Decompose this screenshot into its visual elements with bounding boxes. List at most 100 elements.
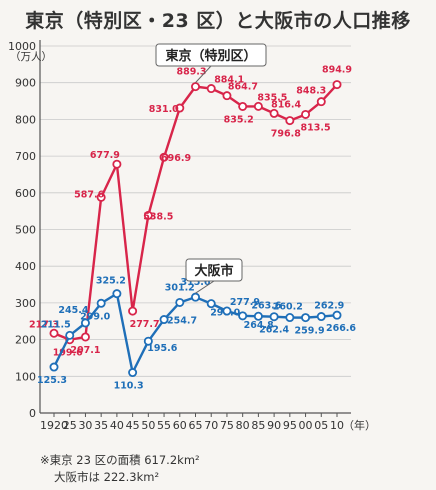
x-tick-label: 10 <box>330 419 344 432</box>
data-label: 587.6 <box>74 189 104 200</box>
data-label: 884.1 <box>214 75 244 86</box>
data-point <box>253 101 263 111</box>
data-point <box>285 313 295 323</box>
chart-title: 東京（特別区・23 区）と大阪市の人口推移 <box>25 10 411 32</box>
x-tick-label: 35 <box>94 419 108 432</box>
data-point <box>159 152 169 162</box>
y-tick-label: 400 <box>15 260 36 273</box>
data-label: 299.0 <box>80 311 110 322</box>
data-label: 259.9 <box>295 326 325 337</box>
data-label: 125.3 <box>37 375 67 386</box>
series-callout-pointer <box>195 65 212 83</box>
data-point <box>80 318 90 328</box>
data-point <box>238 101 248 111</box>
data-point <box>128 368 138 378</box>
x-tick-label: 45 <box>126 419 140 432</box>
y-tick-label: 700 <box>15 150 36 163</box>
data-point <box>80 332 90 342</box>
data-label: 301.2 <box>165 282 195 293</box>
y-tick-label: 100 <box>15 370 36 383</box>
data-point <box>269 312 279 322</box>
series-callout-box <box>185 258 243 282</box>
y-tick-label: 0 <box>29 407 36 420</box>
data-point <box>269 108 279 118</box>
data-label: 264.8 <box>244 320 274 331</box>
x-tick-label: 65 <box>189 419 203 432</box>
data-label: 260.2 <box>273 302 303 313</box>
data-label: 277.9 <box>230 297 260 308</box>
data-point <box>65 330 75 340</box>
data-point <box>301 313 311 323</box>
series-callout-box <box>155 43 267 67</box>
data-point <box>332 310 342 320</box>
data-label: 835.2 <box>224 114 254 125</box>
series-name: 東京（特別区） <box>165 48 256 64</box>
data-point <box>222 306 232 316</box>
data-point <box>112 159 122 169</box>
data-point <box>175 297 185 307</box>
y-tick-label: 300 <box>15 297 36 310</box>
data-label: 696.9 <box>161 153 191 164</box>
y-tick-label: 800 <box>15 113 36 126</box>
x-unit-label: （年） <box>343 418 376 432</box>
y-tick-label: 200 <box>15 334 36 347</box>
footnote-tokyo-area: ※東京 23 区の面積 617.2km² <box>40 453 200 467</box>
data-point <box>175 103 185 113</box>
data-label: 263.6 <box>251 300 281 311</box>
data-point <box>96 298 106 308</box>
data-label: 864.7 <box>228 82 258 93</box>
data-label: 277.7 <box>130 319 160 330</box>
data-label: 245.4 <box>58 305 88 316</box>
x-tick-label: 05 <box>314 419 328 432</box>
data-label: 207.1 <box>70 345 100 356</box>
data-point <box>159 315 169 325</box>
data-point <box>222 91 232 101</box>
x-tick-label: 95 <box>283 419 297 432</box>
data-point <box>49 362 59 372</box>
x-tick-label: 80 <box>236 419 250 432</box>
data-label: 796.8 <box>271 129 301 140</box>
x-tick-label: 90 <box>267 419 281 432</box>
y-tick-label: 1000 <box>8 40 36 53</box>
x-tick-label: 00 <box>299 419 313 432</box>
x-tick-label: 1920 <box>40 419 68 432</box>
x-tick-label: 40 <box>110 419 124 432</box>
data-label: 195.6 <box>147 343 177 354</box>
data-point <box>206 84 216 94</box>
data-label: 816.4 <box>271 99 301 110</box>
data-point <box>143 336 153 346</box>
footnote: ※東京 23 区の面積 617.2km² 大阪市は 222.3km² <box>40 452 200 486</box>
data-label: 262.4 <box>259 325 289 336</box>
data-point <box>112 289 122 299</box>
y-tick-label: 600 <box>15 187 36 200</box>
series-callout-pointer <box>195 280 215 294</box>
data-point <box>128 306 138 316</box>
data-point <box>238 311 248 321</box>
data-label: 110.3 <box>114 381 144 392</box>
series-name: 大阪市 <box>194 263 233 279</box>
data-label: 262.9 <box>314 301 344 312</box>
data-point <box>316 312 326 322</box>
data-point <box>253 311 263 321</box>
x-tick-label: 55 <box>157 419 171 432</box>
data-label: 894.9 <box>322 65 352 76</box>
data-label: 315.6 <box>180 277 210 288</box>
x-tick-label: 50 <box>141 419 155 432</box>
x-tick-label: 70 <box>204 419 218 432</box>
x-tick-label: 60 <box>173 419 187 432</box>
data-label: 538.5 <box>143 211 173 222</box>
data-label: 217.3 <box>29 319 59 330</box>
data-point <box>285 116 295 126</box>
data-point <box>316 97 326 107</box>
data-label: 325.2 <box>96 276 126 287</box>
data-label: 211.5 <box>41 319 71 330</box>
data-label: 831.0 <box>149 104 179 115</box>
data-point <box>332 80 342 90</box>
data-label: 677.9 <box>90 150 120 161</box>
y-unit-label: （万人） <box>10 51 52 63</box>
data-label: 813.5 <box>301 122 331 133</box>
data-label: 199.6 <box>53 348 83 359</box>
data-label: 889.3 <box>176 67 206 78</box>
x-tick-label: 25 <box>63 419 77 432</box>
